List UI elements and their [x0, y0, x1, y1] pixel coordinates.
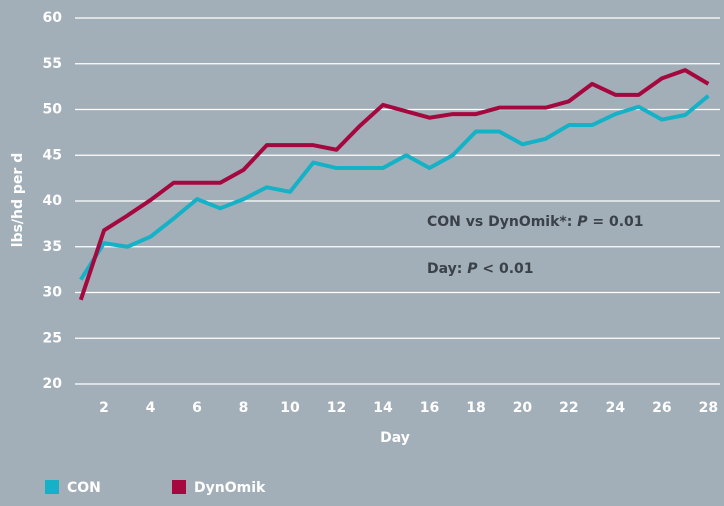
annotation: Day: P < 0.01 [427, 261, 534, 277]
annotation-part: CON vs DynOmik*: [427, 214, 577, 230]
x-tick-label: 28 [699, 400, 718, 416]
y-tick-label: 25 [43, 330, 62, 346]
x-tick-label: 4 [146, 400, 156, 416]
y-axis-label: lbs/hd per d [10, 153, 26, 247]
legend-label: DynOmik [194, 480, 266, 496]
x-tick-label: 18 [466, 400, 485, 416]
series-line [79, 94, 710, 281]
x-tick-label: 16 [420, 400, 439, 416]
x-tick-label: 6 [192, 400, 202, 416]
y-tick-label: 40 [43, 193, 63, 209]
legend-label: CON [67, 480, 101, 496]
annotation-part: = 0.01 [587, 214, 643, 230]
y-tick-label: 35 [43, 239, 62, 255]
y-tick-label: 30 [43, 285, 63, 301]
x-tick-label: 8 [239, 400, 249, 416]
x-tick-label: 10 [280, 400, 300, 416]
x-tick-label: 24 [606, 400, 626, 416]
x-tick-label: 20 [513, 400, 533, 416]
annotation-part: Day: [427, 261, 467, 277]
y-tick-label: 20 [43, 376, 63, 392]
x-tick-label: 22 [559, 400, 578, 416]
y-tick-label: 50 [43, 102, 63, 118]
x-tick-label: 26 [652, 400, 671, 416]
y-tick-label: 45 [43, 147, 62, 163]
annotation-part: P [467, 261, 478, 277]
x-tick-label: 14 [373, 400, 393, 416]
annotation-part: < 0.01 [478, 261, 534, 277]
legend-swatch [172, 480, 186, 494]
x-tick-label: 2 [99, 400, 109, 416]
annotation: CON vs DynOmik*: P = 0.01 [427, 214, 644, 230]
series-line [78, 68, 710, 301]
legend-swatch [45, 480, 59, 494]
y-tick-label: 60 [43, 10, 63, 26]
y-tick-label: 55 [43, 56, 62, 72]
x-tick-label: 12 [327, 400, 346, 416]
annotation-part: P [577, 214, 588, 230]
x-axis-label: Day [380, 430, 410, 446]
